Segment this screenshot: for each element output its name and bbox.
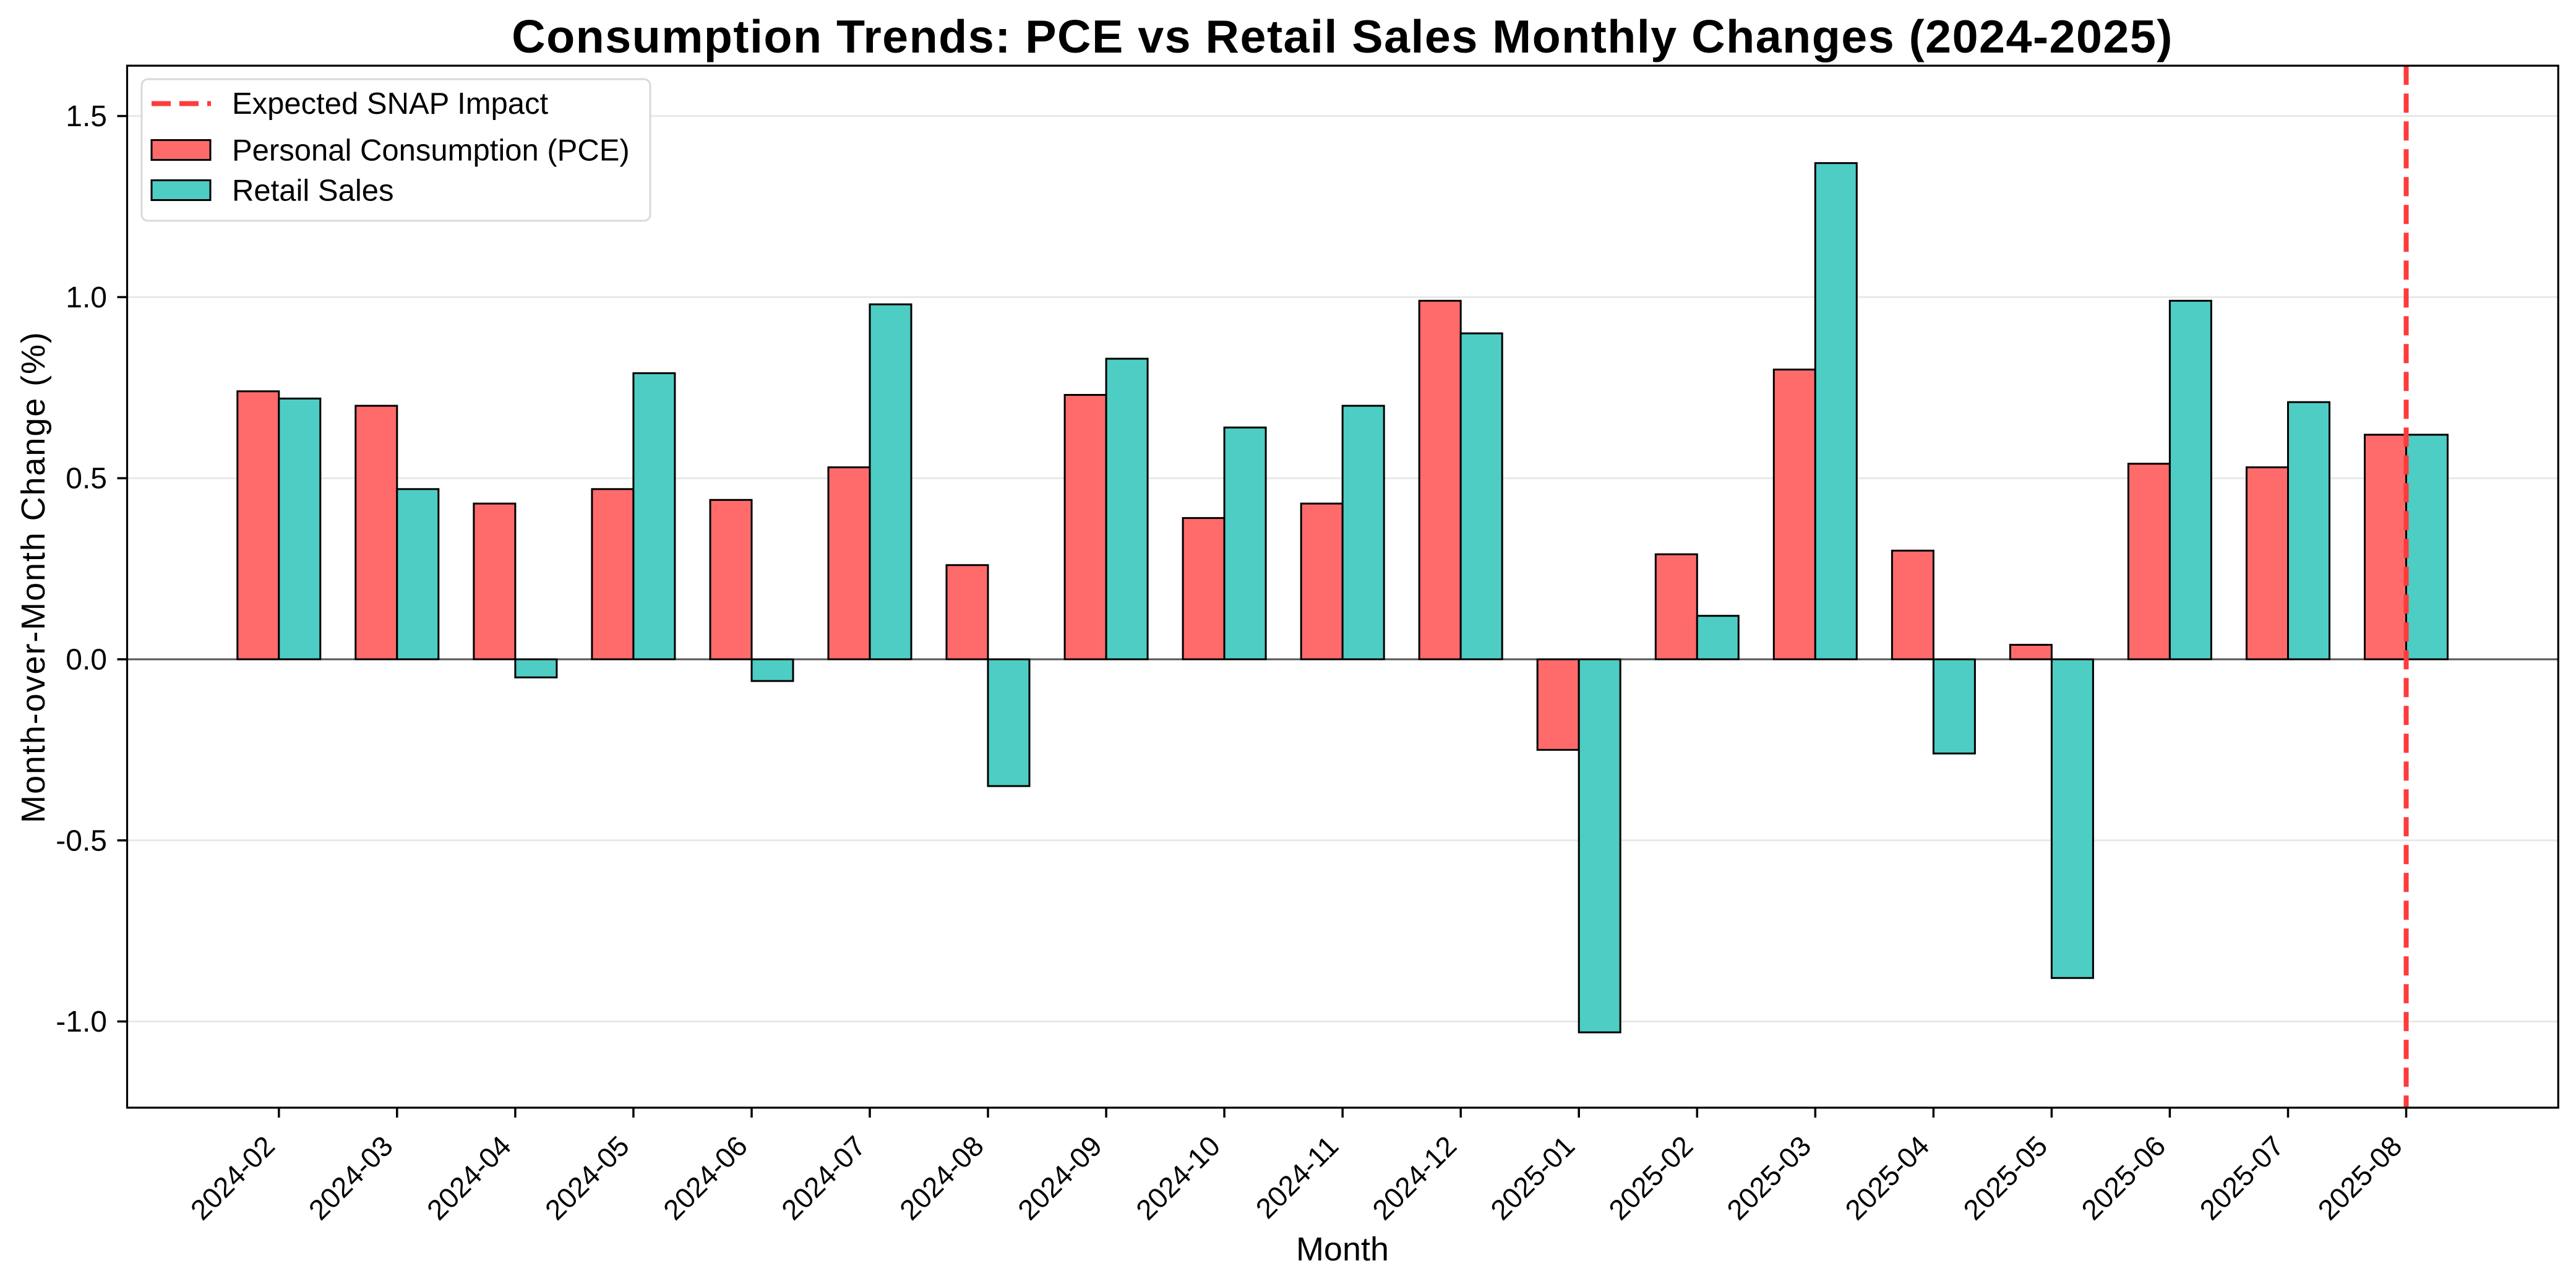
svg-text:1.5: 1.5 (66, 100, 107, 133)
svg-text:-0.5: -0.5 (56, 824, 107, 857)
svg-text:Month-over-Month Change (%): Month-over-Month Change (%) (15, 331, 52, 823)
svg-text:0.5: 0.5 (66, 463, 107, 495)
svg-text:Expected SNAP Impact: Expected SNAP Impact (232, 87, 549, 121)
svg-text:Personal Consumption (PCE): Personal Consumption (PCE) (232, 134, 630, 168)
svg-text:1.0: 1.0 (66, 281, 107, 314)
svg-text:Retail Sales: Retail Sales (232, 174, 393, 208)
svg-text:Month: Month (1296, 1231, 1389, 1268)
svg-text:Consumption Trends: PCE vs Ret: Consumption Trends: PCE vs Retail Sales … (512, 11, 2173, 62)
svg-text:0.0: 0.0 (66, 644, 107, 677)
svg-text:-1.0: -1.0 (56, 1006, 107, 1038)
